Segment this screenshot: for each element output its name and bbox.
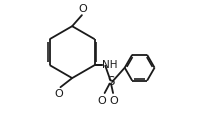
Text: O: O [98,96,106,106]
Text: O: O [78,4,87,14]
Text: S: S [107,75,114,88]
Text: O: O [109,96,118,106]
Text: NH: NH [102,60,118,70]
Text: O: O [54,89,63,99]
